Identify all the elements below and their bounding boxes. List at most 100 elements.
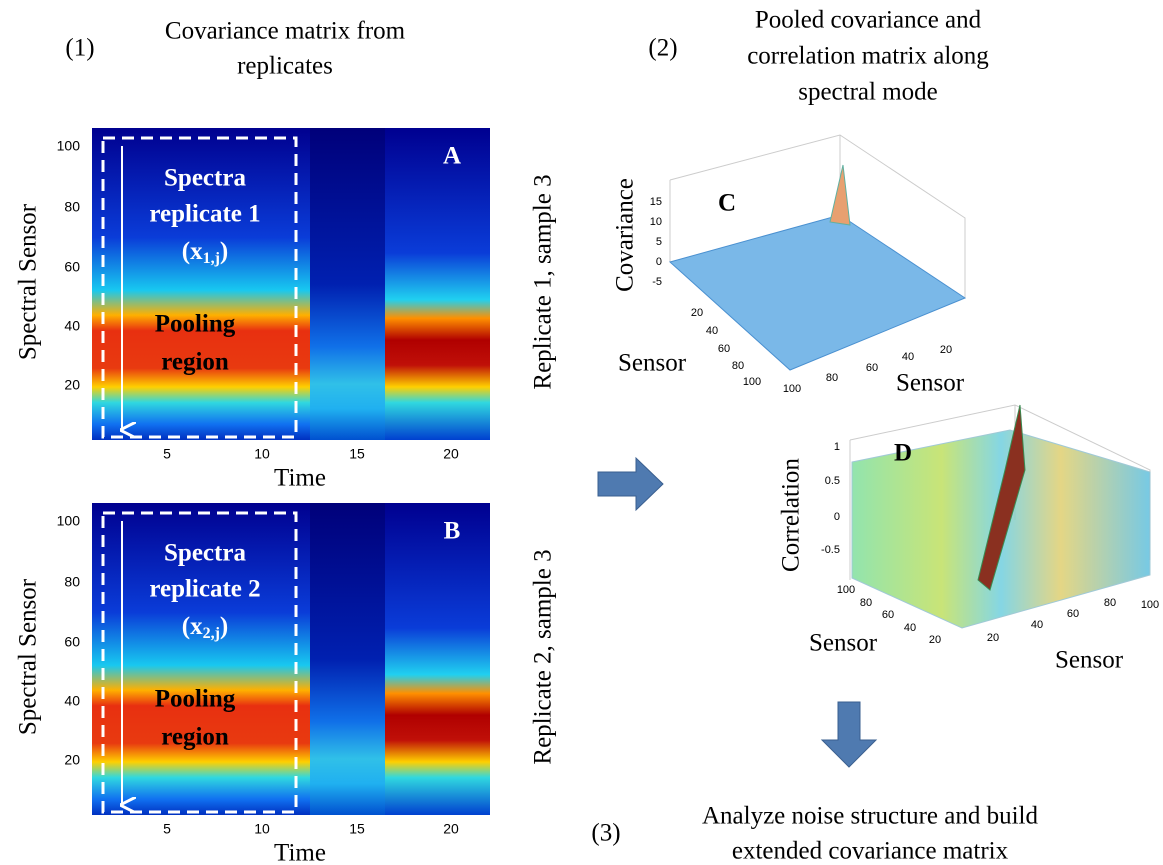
y-tick-label: 100 xyxy=(57,138,81,154)
box-text: replicate 1 xyxy=(149,201,260,228)
tick-label: 80 xyxy=(860,597,872,609)
heatmap-left xyxy=(92,503,310,815)
box-text: Spectra xyxy=(164,540,246,567)
step-title: correlation matrix along xyxy=(747,43,989,70)
y-tick-label: 40 xyxy=(64,693,80,709)
y-tick-label: 100 xyxy=(57,513,81,529)
down-arrow xyxy=(820,701,878,768)
tick-label: 100 xyxy=(783,383,801,395)
step-title: Covariance matrix from xyxy=(165,18,406,45)
x-tick-label: 10 xyxy=(254,446,270,462)
step-number: (2) xyxy=(648,35,677,62)
tick-label: 20 xyxy=(691,307,703,319)
tick-label: 60 xyxy=(866,362,878,374)
heatmap-left xyxy=(92,128,310,440)
tick-label: 60 xyxy=(882,609,894,621)
var-end: ) xyxy=(220,613,228,640)
tick-label: 100 xyxy=(1141,599,1159,611)
z-tick-label: 0 xyxy=(656,256,662,268)
x-tick-label: 20 xyxy=(443,446,459,462)
content: (1) Covariance matrix from replicates (2) Po… xyxy=(15,7,1159,865)
heatmap-middle xyxy=(310,503,385,815)
step-title: replicates xyxy=(237,53,333,80)
tick-label: 80 xyxy=(732,360,744,372)
box-text: replicate 2 xyxy=(149,576,260,603)
var-sub: 1,j xyxy=(203,250,220,267)
surface xyxy=(668,214,967,371)
x-axis-label: Time xyxy=(274,840,326,865)
var: (x xyxy=(182,613,203,640)
step-title: Analyze noise structure and build xyxy=(702,803,1039,830)
panel-letter: B xyxy=(444,518,461,545)
x-tick-label: 15 xyxy=(349,446,365,462)
y-tick-label: 20 xyxy=(64,377,80,393)
step-number: (1) xyxy=(65,35,94,62)
var: (x xyxy=(182,238,203,265)
tick-label: 60 xyxy=(1067,608,1079,620)
z-tick-label: 15 xyxy=(650,196,662,208)
y-tick-label: 40 xyxy=(64,318,80,334)
tick-label: 100 xyxy=(743,376,761,388)
tick-label: 40 xyxy=(706,325,718,337)
x-tick-label: 5 xyxy=(163,446,171,462)
y-tick-label: 20 xyxy=(64,752,80,768)
pool-text: Pooling xyxy=(155,686,236,713)
var-sub: 2,j xyxy=(203,625,220,642)
peak xyxy=(829,164,851,226)
dashed-box xyxy=(101,511,298,814)
y-tick-label: 60 xyxy=(64,634,80,650)
step-number: (3) xyxy=(591,820,620,847)
tick-label: 100 xyxy=(837,584,855,596)
tick-label: 40 xyxy=(1031,619,1043,631)
tick-label: 80 xyxy=(826,372,838,384)
ridge xyxy=(977,404,1026,591)
axis-label: Sensor xyxy=(618,350,687,377)
step-title: Pooled covariance and xyxy=(755,7,982,34)
side-label: Replicate 1, sample 3 xyxy=(530,174,557,389)
y-axis-label: Spectral Sensor xyxy=(15,578,42,735)
box-variable: (x2,j) xyxy=(182,613,228,642)
heatmap-right xyxy=(385,503,490,815)
side-label: Replicate 2, sample 3 xyxy=(530,549,557,764)
tick-label: 20 xyxy=(940,344,952,356)
z-tick-label: 0.5 xyxy=(825,475,840,487)
pool-text: region xyxy=(161,724,229,751)
step-title: spectral mode xyxy=(798,79,938,106)
tick-label: 80 xyxy=(1104,597,1116,609)
z-tick-label: 5 xyxy=(656,236,662,248)
dashed-box xyxy=(101,136,298,439)
y-tick-label: 80 xyxy=(64,199,80,215)
x-tick-label: 20 xyxy=(443,821,459,837)
pool-text: region xyxy=(161,349,229,376)
box-text: Spectra xyxy=(164,165,246,192)
z-axis-label: Correlation xyxy=(778,458,805,572)
step-title: extended covariance matrix xyxy=(732,838,1009,865)
box-variable: (x1,j) xyxy=(182,238,228,267)
tick-label: 20 xyxy=(987,632,999,644)
tick-label: 40 xyxy=(902,351,914,363)
tick-label: 40 xyxy=(904,622,916,634)
z-axis-label: Covariance xyxy=(612,178,639,292)
axis-label: Sensor xyxy=(809,630,878,657)
heatmap-right xyxy=(385,128,490,440)
x-tick-label: 15 xyxy=(349,821,365,837)
tick-label: 60 xyxy=(718,343,730,355)
x-tick-label: 10 xyxy=(254,821,270,837)
z-tick-label: 10 xyxy=(650,216,662,228)
panel-letter: C xyxy=(718,190,736,217)
tick-label: 20 xyxy=(929,634,941,646)
panel-letter: D xyxy=(894,440,912,467)
right-arrow xyxy=(597,456,664,512)
z-tick-label: -5 xyxy=(652,276,662,288)
x-tick-label: 5 xyxy=(163,821,171,837)
y-tick-label: 80 xyxy=(64,574,80,590)
z-tick-label: 0 xyxy=(834,511,840,523)
y-axis-label: Spectral Sensor xyxy=(15,203,42,360)
axis-label: Sensor xyxy=(1055,647,1124,674)
panel-letter: A xyxy=(443,143,461,170)
pool-text: Pooling xyxy=(155,311,236,338)
z-tick-label: 1 xyxy=(834,441,840,453)
heatmap-middle xyxy=(310,128,385,440)
z-tick-label: -0.5 xyxy=(821,544,840,556)
